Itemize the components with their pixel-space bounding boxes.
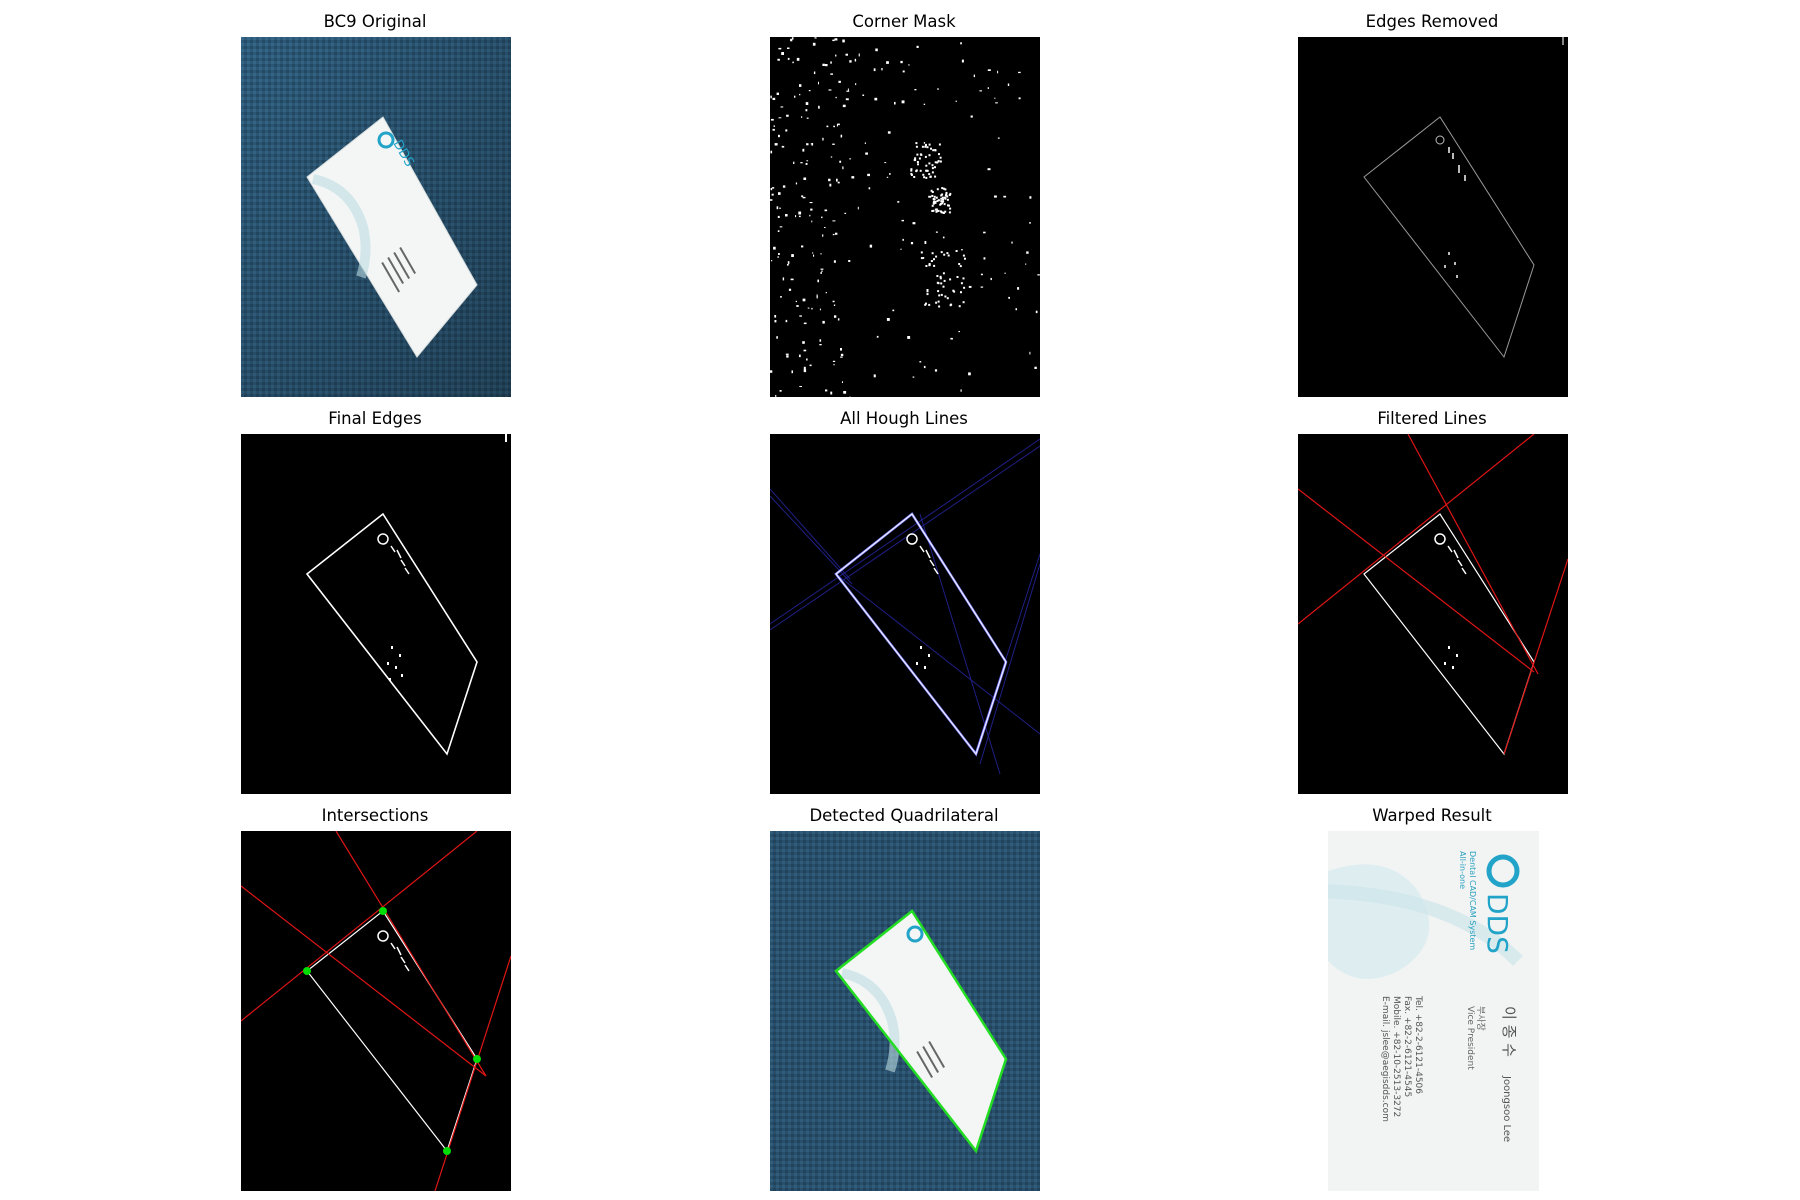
original-image: DDS [241,37,511,397]
dds-logo-icon [1489,857,1517,885]
warped-mobile: Mobile. +82-10-2513-3272 [1391,996,1401,1117]
warped-title-kr: 부사장 [1475,1006,1486,1031]
intersection-point [443,1147,451,1155]
warped-name-kr: 이 종 수 [1500,1006,1518,1057]
edges-removed-image [1298,37,1568,397]
warped-title-en: Vice President [1465,1006,1475,1070]
warped-result-image: DDS All-in-one Dental CAD/CAM System 이 종… [1328,831,1539,1191]
warped-tel: Tel. +82-2-6121-4506 [1413,995,1423,1094]
warped-email: E-mail. jslee@aegisdds.com [1380,996,1390,1122]
final-edges-image [241,434,511,794]
panel-title-edges-removed: Edges Removed [1252,12,1612,31]
intersection-point [379,907,387,915]
corner-mask-image [770,37,1040,397]
panel-title-corner-mask: Corner Mask [724,12,1084,31]
panel-title-final-edges: Final Edges [195,409,555,428]
panel-title-warped-result: Warped Result [1252,806,1612,825]
panel-title-detected-quadrilateral: Detected Quadrilateral [724,806,1084,825]
panel-title-intersections: Intersections [195,806,555,825]
all-hough-lines-image [770,434,1040,794]
warped-tagline-2: Dental CAD/CAM System [1468,851,1477,950]
intersection-point [303,967,311,975]
intersection-point [473,1055,481,1063]
warped-logo-text: DDS [1481,893,1514,954]
intersections-image [241,831,511,1191]
warped-fax: Fax. +82-2-6121-4545 [1402,996,1412,1097]
warped-name-en: Joongsoo Lee [1501,1075,1512,1142]
panel-title-filtered-lines: Filtered Lines [1252,409,1612,428]
panel-title-original: BC9 Original [195,12,555,31]
detected-quadrilateral-image [770,831,1040,1191]
panel-title-all-hough-lines: All Hough Lines [724,409,1084,428]
warped-tagline-1: All-in-one [1458,851,1467,889]
filtered-lines-image [1298,434,1568,794]
